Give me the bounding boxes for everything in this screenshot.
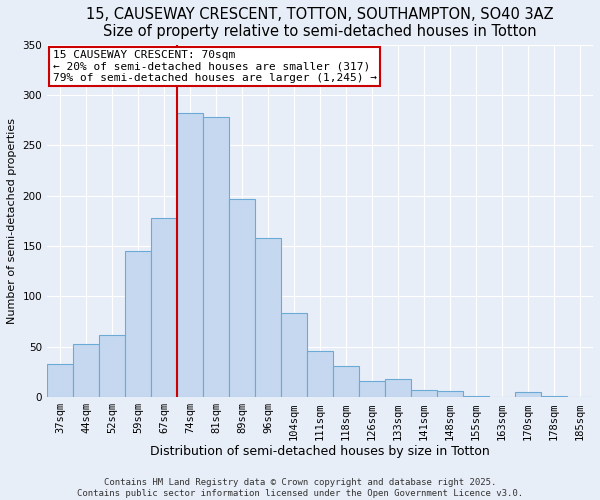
Bar <box>463 396 489 397</box>
Text: 15 CAUSEWAY CRESCENT: 70sqm
← 20% of semi-detached houses are smaller (317)
79% : 15 CAUSEWAY CRESCENT: 70sqm ← 20% of sem… <box>53 50 377 83</box>
Bar <box>281 312 307 397</box>
Bar <box>437 391 463 397</box>
Bar <box>47 364 73 397</box>
Bar <box>229 199 255 397</box>
Y-axis label: Number of semi-detached properties: Number of semi-detached properties <box>7 118 17 324</box>
Text: Contains HM Land Registry data © Crown copyright and database right 2025.
Contai: Contains HM Land Registry data © Crown c… <box>77 478 523 498</box>
Bar <box>255 238 281 397</box>
Bar <box>99 334 125 397</box>
Bar <box>515 392 541 397</box>
Bar <box>541 396 567 397</box>
X-axis label: Distribution of semi-detached houses by size in Totton: Distribution of semi-detached houses by … <box>150 445 490 458</box>
Title: 15, CAUSEWAY CRESCENT, TOTTON, SOUTHAMPTON, SO40 3AZ
Size of property relative t: 15, CAUSEWAY CRESCENT, TOTTON, SOUTHAMPT… <box>86 7 554 40</box>
Bar <box>333 366 359 397</box>
Bar <box>151 218 177 397</box>
Bar <box>359 381 385 397</box>
Bar <box>307 351 333 397</box>
Bar <box>385 379 411 397</box>
Bar <box>411 390 437 397</box>
Bar <box>177 113 203 397</box>
Bar <box>203 117 229 397</box>
Bar <box>125 251 151 397</box>
Bar <box>73 344 99 397</box>
